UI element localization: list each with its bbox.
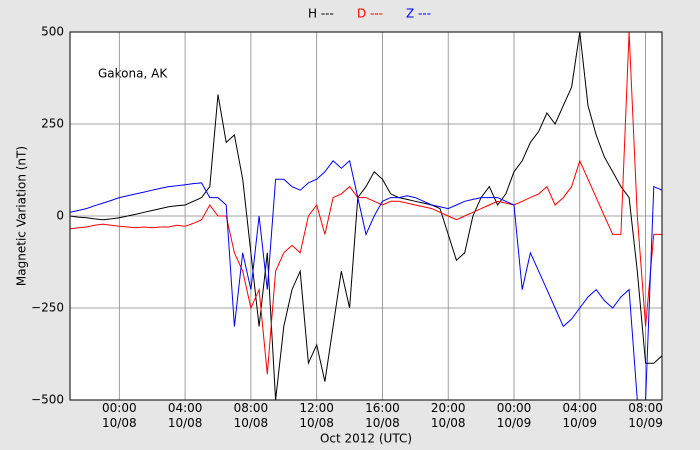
plot-frame: [69, 31, 663, 401]
x-tick-label: 04:00 10/08: [167, 401, 203, 430]
x-tick-label: 16:00 10/08: [365, 401, 400, 430]
series-line: [70, 159, 662, 400]
series-line: [70, 32, 662, 400]
x-tick-label: 08:00 10/08: [233, 401, 269, 430]
legend-entry: D ---: [357, 7, 383, 21]
x-tick-label: 20:00 10/08: [430, 401, 466, 430]
y-axis-label: Magnetic Variation (nT): [15, 146, 29, 286]
y-tick-label: 250: [41, 117, 64, 131]
y-tick-label: 500: [41, 25, 64, 39]
legend-entry: Z ---: [406, 7, 431, 21]
legend-entry: H ---: [308, 7, 334, 21]
x-tick-label: 12:00 10/08: [299, 401, 334, 430]
y-tick-label: −500: [31, 393, 64, 407]
x-tick-label: 08:00 10/09: [628, 401, 663, 430]
annotation: Gakona, AK: [98, 67, 168, 81]
x-tick-label: 00:00 10/08: [102, 401, 137, 430]
series-line: [70, 32, 662, 375]
x-axis-label: Oct 2012 (UTC): [320, 432, 412, 446]
y-tick-label: 0: [56, 209, 64, 223]
y-tick-label: −250: [31, 301, 64, 315]
x-tick-label: 04:00 10/09: [562, 401, 598, 430]
x-tick-label: 00:00 10/09: [496, 401, 532, 430]
